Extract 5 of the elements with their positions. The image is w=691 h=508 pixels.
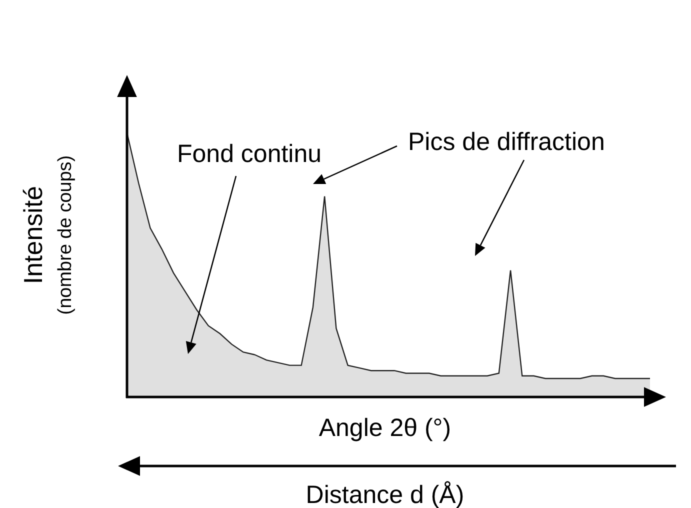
text: Distance d (Å) (306, 481, 464, 508)
y-axis-title: Intensité (nombre de coups) (18, 155, 76, 315)
annotation: Fond continu (177, 140, 322, 168)
annotation: Pics de diffraction (408, 128, 605, 156)
x-axis-title: Angle 2θ (°) (318, 414, 452, 442)
